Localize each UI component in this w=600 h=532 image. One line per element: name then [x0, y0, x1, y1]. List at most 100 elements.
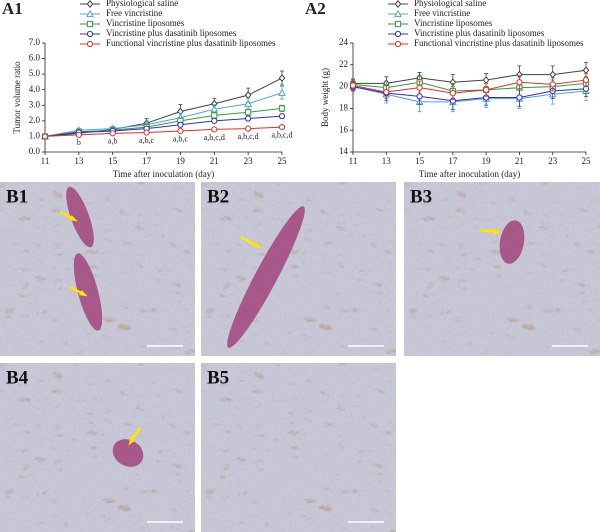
marker: [245, 125, 252, 132]
marker: [483, 86, 490, 93]
annotation: a,b,c,d: [238, 132, 259, 141]
marker: [482, 76, 490, 85]
marker: [210, 105, 219, 113]
marker: [211, 112, 218, 119]
series-line: [44, 92, 283, 137]
legend-label: Vincristine plus dasatinib liposomes: [106, 28, 237, 38]
y-tick-label: 7.0: [29, 37, 41, 47]
annotation: a,b,c,d: [271, 130, 292, 139]
micrograph: B4: [0, 363, 195, 532]
x-tick-label: 15: [415, 156, 425, 166]
x-tick-label: 25: [278, 156, 288, 166]
y-tick-label: 3.0: [29, 99, 41, 109]
marker: [582, 66, 590, 75]
micrograph: B3: [404, 182, 600, 356]
marker: [278, 88, 286, 96]
micrograph-fibers: [404, 182, 600, 356]
x-tick-label: 21: [210, 156, 219, 166]
series-line: [352, 79, 587, 94]
annotation: b: [77, 138, 81, 147]
marker: [245, 115, 252, 122]
marker: [177, 127, 184, 135]
micrograph: B2: [201, 182, 396, 356]
marker: [516, 94, 523, 101]
marker: [278, 113, 286, 120]
legend-marker: [86, 20, 94, 28]
marker: [278, 74, 286, 83]
y-tick-label: 16: [339, 124, 349, 134]
y-axis-label: Tumor volume ratio: [12, 61, 22, 134]
image-label: B1: [6, 186, 28, 207]
marker: [278, 123, 286, 131]
marker: [211, 126, 218, 133]
legend-label: Functional vincristine plus dasatinib li…: [414, 38, 584, 48]
marker: [244, 91, 252, 100]
vessel-stain: [227, 206, 305, 348]
x-tick-label: 23: [548, 156, 558, 166]
marker: [75, 131, 82, 138]
x-tick-label: 17: [448, 156, 458, 166]
x-axis-label: Time after inoculation (day): [113, 169, 214, 179]
x-tick-label: 19: [482, 156, 492, 166]
x-tick-label: 11: [41, 156, 50, 166]
y-tick-label: 1.0: [29, 130, 41, 140]
legend-label: Functional vincristine plus dasatinib li…: [106, 38, 276, 48]
image-label: B2: [207, 186, 229, 207]
x-tick-label: 23: [244, 156, 254, 166]
legend-label: Free vincristine: [106, 8, 162, 18]
x-tick-label: 17: [142, 156, 152, 166]
y-tick-label: 24: [339, 37, 349, 47]
legend-marker: [86, 40, 94, 48]
annotation: a,b,c,d: [204, 133, 225, 142]
legend-label: Vincristine liposomes: [414, 18, 493, 28]
legend-label: Vincristine liposomes: [106, 18, 185, 28]
vessel-stain: [112, 439, 144, 467]
legend-marker: [86, 0, 94, 8]
vessel-stain: [73, 253, 103, 331]
marker: [211, 117, 218, 124]
y-tick-label: 18: [339, 102, 349, 112]
marker: [516, 79, 523, 86]
image-label: B3: [410, 186, 432, 207]
arrow-head: [493, 228, 502, 235]
vessel-stain: [499, 220, 525, 264]
panel-label: A1: [2, 0, 23, 18]
marker: [143, 129, 150, 136]
marker: [383, 88, 390, 96]
arrow-head: [69, 214, 78, 222]
marker: [416, 84, 423, 91]
marker: [549, 70, 556, 79]
legend-label: Physiological saline: [414, 0, 486, 8]
micrograph: B1: [0, 182, 195, 356]
series-line: [44, 115, 283, 137]
series-line: [353, 69, 587, 84]
series-line: [352, 86, 587, 103]
x-tick-label: 25: [582, 156, 592, 166]
marker: [449, 90, 456, 97]
marker: [549, 81, 556, 88]
series-line: [352, 86, 587, 102]
arrow-head: [253, 241, 262, 249]
arrow-head: [79, 289, 88, 297]
x-axis-label: Time after inoculation (day): [419, 169, 520, 179]
marker: [244, 99, 253, 107]
annotation: a,b,c: [139, 136, 155, 145]
x-tick-label: 15: [108, 156, 118, 166]
arrow-head: [128, 437, 136, 446]
legend-marker: [394, 9, 402, 18]
y-tick-label: 5.0: [29, 68, 41, 78]
y-tick-label: 2.0: [29, 115, 41, 125]
series-line: [352, 81, 587, 92]
legend-marker: [394, 20, 402, 28]
legend-marker: [394, 0, 402, 8]
micrograph-fibers: [201, 182, 396, 356]
micrograph-fibers: [201, 363, 396, 532]
panel-label: A2: [305, 0, 326, 18]
marker: [177, 121, 184, 128]
image-label: B4: [6, 367, 29, 388]
legend-marker: [394, 30, 402, 38]
x-tick-label: 11: [349, 156, 358, 166]
series-line: [44, 126, 283, 137]
marker: [41, 133, 49, 140]
